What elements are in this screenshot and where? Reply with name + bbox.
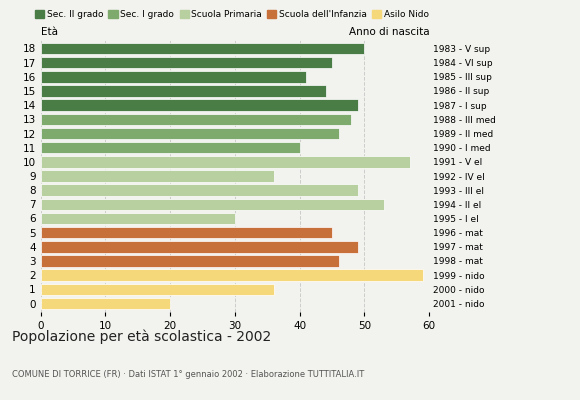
Bar (41, 57, 332, 68)
Text: COMUNE DI TORRICE (FR) · Dati ISTAT 1° gennaio 2002 · Elaborazione TUTTITALIA.IT: COMUNE DI TORRICE (FR) · Dati ISTAT 1° g… (12, 370, 364, 379)
Bar (41, 85, 325, 97)
Bar (41, 43, 364, 54)
Bar (41, 241, 358, 253)
Legend: Sec. II grado, Sec. I grado, Scuola Primaria, Scuola dell'Infanzia, Asilo Nido: Sec. II grado, Sec. I grado, Scuola Prim… (31, 6, 433, 23)
Bar (41, 213, 235, 224)
Bar (41, 227, 332, 238)
Text: Età: Età (41, 27, 57, 37)
Bar (41, 128, 339, 139)
Bar (41, 284, 274, 295)
Bar (41, 99, 358, 111)
Bar (41, 142, 300, 154)
Text: Anno di nascita: Anno di nascita (349, 27, 429, 37)
Bar (41, 114, 351, 125)
Bar (41, 269, 423, 281)
Bar (41, 156, 409, 168)
Bar (41, 71, 306, 83)
Bar (41, 184, 358, 196)
Text: Popolazione per età scolastica - 2002: Popolazione per età scolastica - 2002 (12, 330, 271, 344)
Bar (41, 298, 170, 309)
Bar (41, 198, 384, 210)
Bar (41, 255, 339, 267)
Bar (41, 170, 274, 182)
